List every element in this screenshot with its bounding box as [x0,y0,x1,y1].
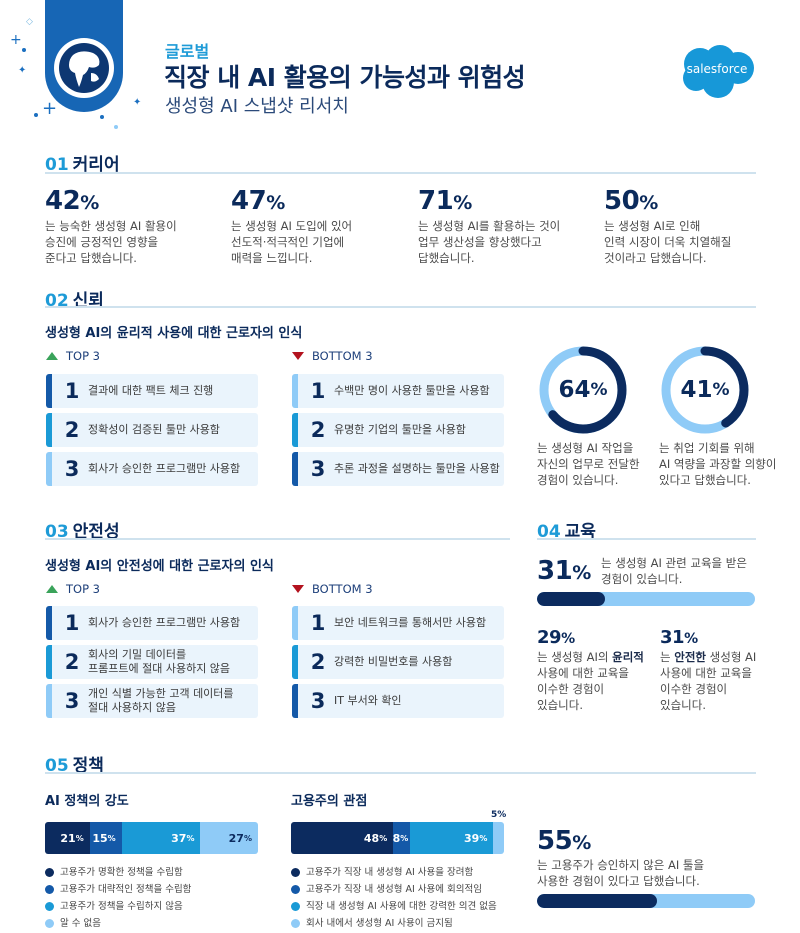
education-main-value: 31% [537,556,591,586]
legend-dot-icon [45,868,54,877]
legend-dot-icon [291,885,300,894]
safety-bottom-item: 1 보안 네트워크를 통해서만 사용함 [292,606,504,640]
dot-icon [114,125,118,129]
employer-view-subhead: 고용주의 관점 [291,794,368,809]
policy-strength-subhead: AI 정책의 강도 [45,794,129,809]
section-divider [45,172,756,174]
dot-icon [34,113,38,117]
stat-value: 71 [418,186,454,216]
section-divider [45,772,756,774]
section-number: 03 [45,522,69,542]
bottom3-label: BOTTOM 3 [292,582,373,596]
trust-top-item: 2 정확성이 검증된 툴만 사용함 [46,413,258,447]
dot-icon [22,48,26,52]
outside-label: 5% [491,810,507,820]
globe-icon [54,38,114,98]
unapproved-tools-value: 55% [537,826,591,856]
trust-bottom-item: 2 유명한 기업의 툴만을 사용함 [292,413,504,447]
safety-top-item: 3 개인 식별 가능한 고객 데이터를 절대 사용하지 않음 [46,684,258,718]
section-education-heading: 04 교육 [537,517,596,542]
trust-top-item: 3 회사가 승인한 프로그램만 사용함 [46,452,258,486]
donut-64-description: 는 생성형 AI 작업을 자신의 업무로 전달한 경험이 있습니다. [537,441,640,487]
legend-dot-icon [291,868,300,877]
top3-label: TOP 3 [46,582,100,596]
triangle-up-icon [46,352,58,360]
bar-segment: 15% [89,822,122,854]
sparkle-icon: ✦ [18,65,27,76]
trust-subhead: 생성형 AI의 윤리적 사용에 대한 근로자의 인식 [45,326,303,341]
education-main-description: 는 생성형 AI 관련 교육을 받은 경험이 있습니다. [601,556,747,586]
safety-top-item: 1 회사가 승인한 프로그램만 사용함 [46,606,258,640]
section-number: 02 [45,291,69,311]
trust-bottom-item: 1 수백만 명이 사용한 툴만을 사용함 [292,374,504,408]
triangle-down-icon [292,585,304,593]
education-stat-safe: 31% 는 안전한 생성형 AI 사용에 대한 교육을 이수한 경험이 있습니다… [660,627,757,712]
trust-bottom-item: 3 추론 과정을 설명하는 툴만을 사용함 [292,452,504,486]
section-policy-heading: 05 정책 [45,751,104,776]
legend-dot-icon [291,919,300,928]
legend-dot-icon [291,902,300,911]
trust-top-item: 1 결과에 대한 팩트 체크 진행 [46,374,258,408]
donut-chart-64: 64% [537,344,629,436]
bar-segment: 39% [410,822,494,854]
section-safety-heading: 03 안전성 [45,517,120,542]
section-title: 신뢰 [72,291,104,311]
section-number: 05 [45,756,69,776]
legend-dot-icon [45,885,54,894]
safety-bottom-item: 2 강력한 비밀번호를 사용함 [292,645,504,679]
career-stat-4: 50% 는 생성형 AI로 인해 인력 시장이 더욱 치열해질 것이라고 답했습… [604,186,732,265]
section-title: 안전성 [72,522,120,542]
section-number: 04 [537,522,561,542]
plus-icon: + [42,98,58,119]
donut-41-description: 는 취업 기회를 위해 AI 역량을 과장할 의향이 있다고 답했습니다. [659,441,777,487]
section-divider [45,538,510,540]
policy-strength-stacked-bar: 21% 15% 37% 27% [45,822,258,854]
legend-dot-icon [45,902,54,911]
stat-value: 42 [45,186,81,216]
education-progress-bar [537,592,755,606]
employer-view-legend: 고용주가 직장 내 생성형 AI 사용을 장려함 고용주가 직장 내 생성형 A… [291,864,497,932]
stat-value: 50 [604,186,640,216]
logo-text: salesforce [686,62,748,76]
sparkle-icon: ✦ [133,97,142,108]
top3-label: TOP 3 [46,349,100,363]
bar-segment: 48% [291,822,394,854]
donut-chart-41: 41% [659,344,751,436]
salesforce-logo: salesforce [676,42,758,100]
policy-strength-legend: 고용주가 명확한 정책을 수립함 고용주가 대략적인 정책을 수립함 고용주가 … [45,864,191,932]
page-title: 직장 내 AI 활용의 가능성과 위험성 [164,63,526,92]
triangle-up-icon [46,585,58,593]
unapproved-tools-description: 는 고용주가 승인하지 않은 AI 툴을 사용한 경험이 있다고 답했습니다. [537,858,705,888]
section-divider [45,306,756,308]
bottom3-label: BOTTOM 3 [292,349,373,363]
legend-dot-icon [45,919,54,928]
bar-segment: 8% [393,822,411,854]
plus-icon: + [10,32,22,48]
bar-segment [493,822,504,854]
bar-segment: 21% [45,822,90,854]
safety-bottom-item: 3 IT 부서와 확인 [292,684,504,718]
education-stat-ethical: 29% 는 생성형 AI의 윤리적 사용에 대한 교육을 이수한 경험이 있습니… [537,627,644,712]
section-title: 커리어 [72,155,120,175]
employer-view-stacked-bar: 48% 8% 39% [291,822,504,854]
section-divider [537,538,756,540]
stat-value: 47 [231,186,267,216]
sparkle-icon: ◇ [26,17,33,27]
career-stat-2: 47% 는 생성형 AI 도입에 있어 선도적·적극적인 기업에 매력을 느낍니… [231,186,353,265]
bar-segment: 37% [121,822,201,854]
dot-icon [100,115,104,119]
section-title: 교육 [564,522,596,542]
career-stat-3: 71% 는 생성형 AI를 활용하는 것이 업무 생산성을 향상했다고 답했습니… [418,186,561,265]
triangle-down-icon [292,352,304,360]
section-title: 정책 [72,756,104,776]
bar-segment: 27% [200,822,258,854]
unapproved-tools-progress-bar [537,894,755,908]
safety-subhead: 생성형 AI의 안전성에 대한 근로자의 인식 [45,559,274,574]
section-number: 01 [45,155,69,175]
page-subtitle: 생성형 AI 스냅샷 리서치 [165,96,349,117]
career-stat-1: 42% 는 능숙한 생성형 AI 활용이 승진에 긍정적인 영향을 준다고 답했… [45,186,177,265]
section-career-heading: 01 커리어 [45,150,120,175]
header-kicker: 글로벌 [165,42,210,61]
safety-top-item: 2 회사의 기밀 데이터를 프롬프트에 절대 사용하지 않음 [46,645,258,679]
